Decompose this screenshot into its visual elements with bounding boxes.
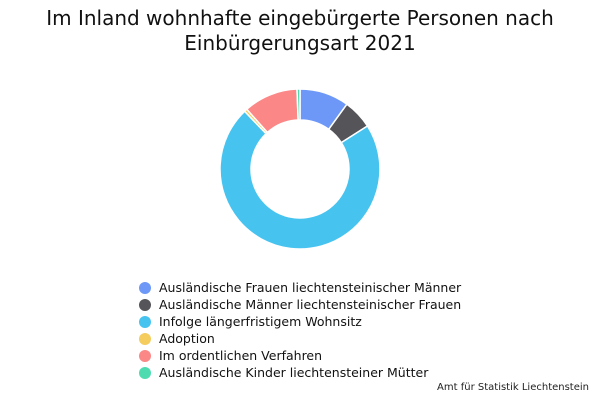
legend-item[interactable]: Ausländische Frauen liechtensteinischer … bbox=[139, 279, 461, 296]
legend-label: Infolge längerfristigem Wohnsitz bbox=[159, 314, 362, 329]
legend-item[interactable]: Ausländische Kinder liechtensteiner Mütt… bbox=[139, 364, 461, 381]
chart-title-line-1: Im Inland wohnhafte eingebürgerte Person… bbox=[46, 6, 554, 30]
legend-label: Ausländische Frauen liechtensteinischer … bbox=[159, 280, 462, 295]
legend-item[interactable]: Im ordentlichen Verfahren bbox=[139, 347, 461, 364]
legend-dot-icon bbox=[139, 298, 151, 311]
donut-slice[interactable] bbox=[219, 110, 381, 250]
legend-label: Ausländische Männer liechtensteinischer … bbox=[159, 297, 462, 312]
legend-item[interactable]: Ausländische Männer liechtensteinischer … bbox=[139, 296, 461, 313]
legend-dot-icon bbox=[139, 366, 151, 379]
legend-item[interactable]: Adoption bbox=[139, 330, 461, 347]
legend-dot-icon bbox=[139, 332, 151, 345]
legend-dot-icon bbox=[139, 349, 151, 362]
chart-legend: Ausländische Frauen liechtensteinischer … bbox=[139, 279, 461, 381]
source-credit: Amt für Statistik Liechtenstein bbox=[437, 382, 589, 393]
chart-title-line-2: Einbürgerungsart 2021 bbox=[184, 31, 416, 55]
legend-label: Adoption bbox=[159, 331, 215, 346]
chart-title: Im Inland wohnhafte eingebürgerte Person… bbox=[0, 6, 600, 56]
legend-label: Ausländische Kinder liechtensteiner Mütt… bbox=[159, 365, 429, 380]
legend-dot-icon bbox=[139, 281, 151, 294]
donut-slice[interactable] bbox=[296, 88, 301, 121]
legend-label: Im ordentlichen Verfahren bbox=[159, 348, 323, 363]
legend-item[interactable]: Infolge längerfristigem Wohnsitz bbox=[139, 313, 461, 330]
legend-dot-icon bbox=[139, 315, 151, 328]
